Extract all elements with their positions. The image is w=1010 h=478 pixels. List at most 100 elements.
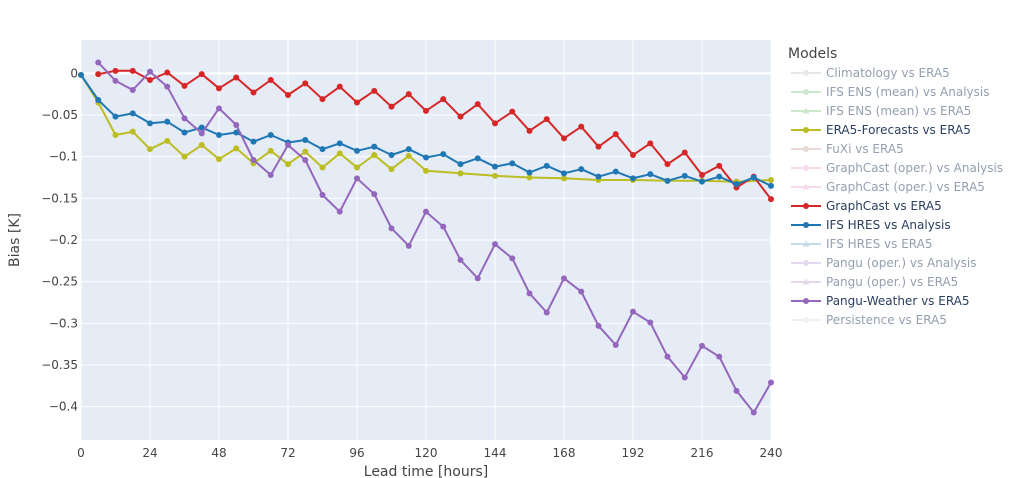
data-point[interactable] xyxy=(388,225,395,232)
data-point[interactable] xyxy=(233,122,240,128)
data-point[interactable] xyxy=(147,146,153,153)
data-point[interactable] xyxy=(302,148,309,155)
legend-item-ifs-ens-mean-vs-era5[interactable]: IFS ENS (mean) vs ERA5 xyxy=(791,104,971,118)
data-point[interactable] xyxy=(336,140,343,147)
data-point[interactable] xyxy=(716,162,723,169)
data-point[interactable] xyxy=(699,342,705,349)
data-point[interactable] xyxy=(750,174,757,181)
data-point[interactable] xyxy=(267,147,274,154)
data-point[interactable] xyxy=(681,149,688,156)
data-point[interactable] xyxy=(336,150,343,157)
data-point[interactable] xyxy=(198,130,205,137)
data-point[interactable] xyxy=(750,409,757,416)
data-point[interactable] xyxy=(216,85,222,92)
data-point[interactable] xyxy=(95,71,102,78)
data-point[interactable] xyxy=(578,166,585,173)
data-point[interactable] xyxy=(492,172,498,179)
data-point[interactable] xyxy=(630,308,636,315)
data-point[interactable] xyxy=(267,172,274,178)
data-point[interactable] xyxy=(216,105,222,112)
data-point[interactable] xyxy=(233,129,240,136)
data-point[interactable] xyxy=(233,145,240,152)
data-point[interactable] xyxy=(405,152,412,159)
data-point[interactable] xyxy=(561,170,567,177)
data-point[interactable] xyxy=(319,164,326,171)
data-point[interactable] xyxy=(405,146,412,153)
data-point[interactable] xyxy=(95,97,102,103)
data-point[interactable] xyxy=(647,140,654,147)
series-pangu-weather-vs-era5[interactable] xyxy=(95,59,774,416)
data-point[interactable] xyxy=(733,387,740,394)
legend-item-pangu-weather-vs-era5[interactable]: Pangu-Weather vs ERA5 xyxy=(791,294,970,308)
data-point[interactable] xyxy=(526,169,533,176)
data-point[interactable] xyxy=(578,288,585,295)
data-point[interactable] xyxy=(457,161,464,168)
data-point[interactable] xyxy=(388,103,395,110)
data-point[interactable] xyxy=(250,89,257,96)
data-point[interactable] xyxy=(612,168,619,175)
data-point[interactable] xyxy=(267,77,274,83)
data-point[interactable] xyxy=(164,69,171,76)
data-point[interactable] xyxy=(423,208,429,215)
data-point[interactable] xyxy=(423,154,429,161)
data-point[interactable] xyxy=(112,77,119,84)
data-point[interactable] xyxy=(302,157,309,163)
data-point[interactable] xyxy=(164,137,171,144)
data-point[interactable] xyxy=(267,132,274,138)
data-point[interactable] xyxy=(336,208,343,215)
data-point[interactable] xyxy=(354,175,360,182)
legend-item-ifs-hres-vs-analysis[interactable]: IFS HRES vs Analysis xyxy=(791,218,951,232)
data-point[interactable] xyxy=(716,353,723,360)
data-point[interactable] xyxy=(647,319,654,326)
data-point[interactable] xyxy=(543,309,550,316)
data-point[interactable] xyxy=(371,87,378,94)
data-point[interactable] xyxy=(164,83,171,90)
legend-item-ifs-hres-vs-era5[interactable]: IFS HRES vs ERA5 xyxy=(791,237,932,251)
data-point[interactable] xyxy=(630,175,636,182)
data-point[interactable] xyxy=(198,71,205,78)
data-point[interactable] xyxy=(405,242,412,249)
data-point[interactable] xyxy=(612,342,619,348)
data-point[interactable] xyxy=(526,290,533,297)
data-point[interactable] xyxy=(423,167,429,174)
data-point[interactable] xyxy=(716,173,723,180)
data-point[interactable] xyxy=(129,67,136,74)
data-point[interactable] xyxy=(78,72,84,78)
legend-item-graphcast-vs-era5[interactable]: GraphCast vs ERA5 xyxy=(791,199,942,213)
legend-item-climatology-vs-era5[interactable]: Climatology vs ERA5 xyxy=(791,66,950,80)
data-point[interactable] xyxy=(112,67,119,74)
data-point[interactable] xyxy=(354,147,360,154)
legend[interactable]: Models Climatology vs ERA5 IFS ENS (mean)… xyxy=(788,46,1003,327)
data-point[interactable] xyxy=(595,173,602,180)
data-point[interactable] xyxy=(561,275,567,282)
data-point[interactable] xyxy=(319,146,326,153)
data-point[interactable] xyxy=(216,132,222,138)
data-point[interactable] xyxy=(699,178,705,185)
data-point[interactable] xyxy=(733,181,740,188)
data-point[interactable] xyxy=(440,223,447,230)
legend-item-fuxi-vs-era5[interactable]: FuXi vs ERA5 xyxy=(791,142,904,156)
data-point[interactable] xyxy=(699,172,705,178)
data-point[interactable] xyxy=(388,166,395,173)
legend-item-persistence-vs-era5[interactable]: Persistence vs ERA5 xyxy=(791,313,947,327)
data-point[interactable] xyxy=(285,92,291,98)
data-point[interactable] xyxy=(457,170,464,177)
legend-item-pangu-oper-vs-era5[interactable]: Pangu (oper.) vs ERA5 xyxy=(791,275,958,289)
data-point[interactable] xyxy=(129,87,136,93)
legend-item-pangu-oper-vs-analysis[interactable]: Pangu (oper.) vs Analysis xyxy=(791,256,976,270)
data-point[interactable] xyxy=(595,322,602,329)
data-point[interactable] xyxy=(561,135,567,142)
data-point[interactable] xyxy=(664,161,671,168)
legend-item-ifs-ens-mean-vs-analysis[interactable]: IFS ENS (mean) vs Analysis xyxy=(791,85,989,99)
data-point[interactable] xyxy=(681,374,688,381)
legend-item-graphcast-oper-vs-era5[interactable]: GraphCast (oper.) vs ERA5 xyxy=(791,180,985,194)
data-point[interactable] xyxy=(112,113,119,120)
data-point[interactable] xyxy=(768,182,774,189)
data-point[interactable] xyxy=(474,275,481,282)
data-point[interactable] xyxy=(492,120,498,127)
data-point[interactable] xyxy=(681,172,688,179)
data-point[interactable] xyxy=(630,152,636,158)
data-point[interactable] xyxy=(233,74,240,81)
data-point[interactable] xyxy=(147,77,153,83)
data-point[interactable] xyxy=(457,257,464,263)
